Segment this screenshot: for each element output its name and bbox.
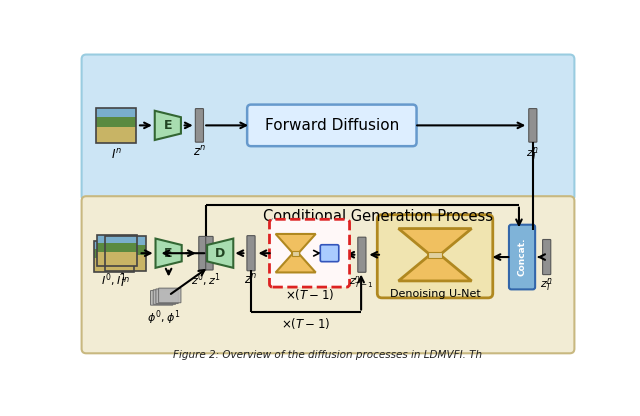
Text: E: E	[164, 119, 172, 132]
FancyBboxPatch shape	[320, 245, 339, 262]
Polygon shape	[207, 238, 234, 268]
FancyBboxPatch shape	[247, 104, 417, 146]
Bar	[96, 108, 136, 143]
Text: $z_T^n$: $z_T^n$	[540, 276, 553, 293]
Bar	[292, 251, 300, 255]
FancyBboxPatch shape	[150, 290, 173, 305]
Text: Conditional Generation Process: Conditional Generation Process	[263, 208, 493, 223]
FancyBboxPatch shape	[358, 237, 366, 272]
Bar	[97, 243, 137, 253]
FancyBboxPatch shape	[82, 196, 575, 353]
Text: E: E	[164, 247, 173, 260]
Text: $z_T^n$: $z_T^n$	[526, 145, 540, 162]
Bar	[96, 117, 136, 127]
FancyBboxPatch shape	[159, 288, 181, 303]
Bar	[97, 235, 137, 266]
Polygon shape	[276, 234, 316, 272]
Bar	[106, 236, 145, 270]
Polygon shape	[156, 238, 182, 268]
FancyBboxPatch shape	[529, 109, 537, 142]
Text: $I^0, I^1$: $I^0, I^1$	[101, 272, 127, 289]
Bar	[94, 249, 134, 258]
FancyBboxPatch shape	[153, 290, 175, 305]
Text: $z^n$: $z^n$	[244, 273, 258, 287]
Text: Denoising U-Net: Denoising U-Net	[390, 290, 481, 300]
Text: D: D	[215, 247, 225, 260]
Bar	[106, 236, 145, 245]
Text: Forward Diffusion: Forward Diffusion	[265, 118, 399, 133]
Bar	[428, 252, 442, 258]
FancyBboxPatch shape	[247, 235, 255, 271]
Bar	[97, 253, 137, 266]
FancyBboxPatch shape	[543, 240, 551, 275]
Bar	[97, 235, 137, 243]
Polygon shape	[399, 228, 472, 281]
Bar	[106, 245, 145, 255]
Polygon shape	[155, 111, 181, 140]
Text: $I^n$: $I^n$	[111, 148, 122, 162]
FancyBboxPatch shape	[195, 109, 204, 142]
FancyBboxPatch shape	[205, 236, 213, 270]
Text: $\times (T-1)$: $\times (T-1)$	[281, 316, 330, 331]
Text: $z^0, z^1$: $z^0, z^1$	[191, 272, 221, 289]
FancyBboxPatch shape	[156, 289, 178, 304]
Bar	[94, 258, 134, 272]
Text: $\phi^0, \phi^1$: $\phi^0, \phi^1$	[147, 309, 180, 327]
FancyBboxPatch shape	[199, 236, 206, 270]
Text: $z_{T-1}^n$: $z_{T-1}^n$	[349, 275, 374, 290]
Bar	[106, 255, 145, 270]
Bar	[96, 108, 136, 117]
FancyBboxPatch shape	[269, 219, 349, 287]
Bar	[96, 127, 136, 143]
Bar	[94, 241, 134, 249]
Text: $\hat{I}^n$: $\hat{I}^n$	[120, 272, 131, 290]
Text: $\times (T-1)$: $\times (T-1)$	[285, 287, 334, 302]
Text: $z^n$: $z^n$	[193, 145, 206, 158]
Bar	[94, 241, 134, 272]
Text: Concat.: Concat.	[518, 238, 527, 276]
FancyBboxPatch shape	[509, 225, 535, 290]
FancyBboxPatch shape	[82, 54, 575, 201]
FancyBboxPatch shape	[378, 215, 493, 298]
Text: Figure 2: Overview of the diffusion processes in LDMVFI. Th: Figure 2: Overview of the diffusion proc…	[173, 350, 483, 360]
